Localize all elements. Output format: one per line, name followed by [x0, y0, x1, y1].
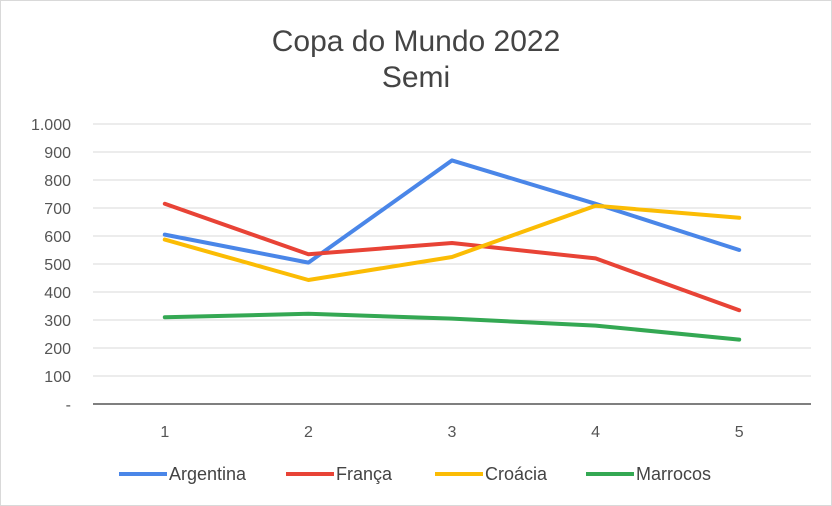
y-tick-label: 200	[44, 341, 71, 358]
gridlines	[93, 123, 811, 405]
x-tick-label: 1	[160, 424, 169, 441]
y-tick-label: 700	[44, 201, 71, 218]
y-tick-label: 500	[44, 257, 71, 274]
y-tick-label: 400	[44, 285, 71, 302]
y-tick-label: -	[66, 397, 71, 414]
y-tick-label: 100	[44, 369, 71, 386]
y-tick-label: 900	[44, 145, 71, 162]
x-tick-label: 4	[591, 424, 600, 441]
y-tick-label: 800	[44, 173, 71, 190]
legend-label: Croácia	[485, 464, 548, 484]
chart-subtitle: Semi	[382, 61, 450, 94]
y-tick-label: 1.000	[31, 117, 71, 134]
y-tick-label: 300	[44, 313, 71, 330]
x-tick-label: 2	[304, 424, 313, 441]
legend-label: Marrocos	[636, 464, 711, 484]
series-line-croácia	[162, 203, 742, 282]
x-tick-label: 5	[735, 424, 744, 441]
axes: - 100 200 300 400 500 600 700 800 900 1.000 1 2 3 4 5	[31, 117, 744, 441]
legend: Argentina França Croácia Marrocos	[119, 464, 711, 484]
x-tick-label: 3	[448, 424, 457, 441]
chart-title: Copa do Mundo 2022	[272, 25, 561, 58]
series-lines	[162, 158, 742, 342]
series-line-frança	[162, 201, 742, 313]
legend-label: França	[336, 464, 393, 484]
series-line-argentina	[162, 158, 742, 265]
legend-label: Argentina	[169, 464, 247, 484]
y-tick-label: 600	[44, 229, 71, 246]
series-line-marrocos	[162, 311, 742, 342]
